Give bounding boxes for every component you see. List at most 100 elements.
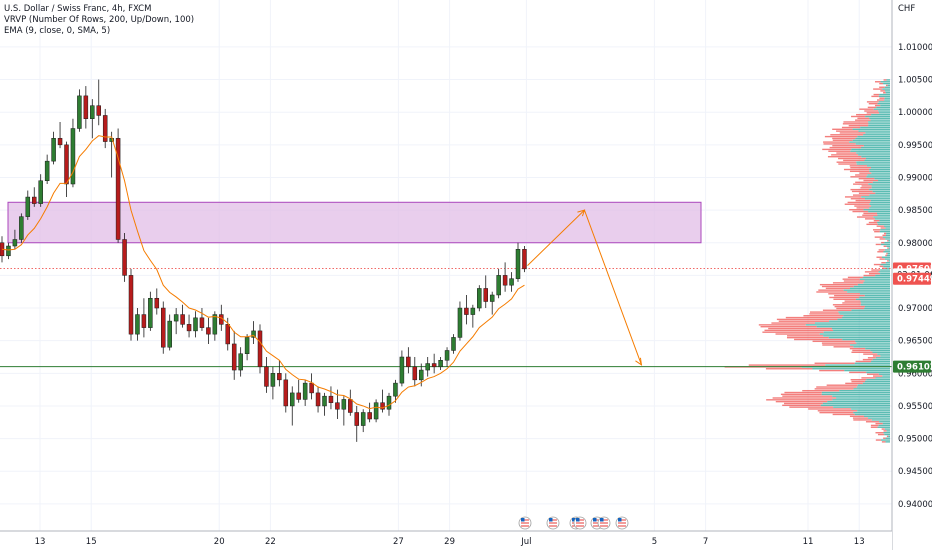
vp-bar-down-104 — [877, 251, 884, 253]
vp-bar-up-188 — [884, 97, 890, 99]
vp-bar-up-106 — [888, 247, 890, 249]
vp-bar-up-31 — [857, 384, 890, 386]
vp-bar-up-163 — [855, 143, 890, 145]
vp-bar-down-0 — [881, 441, 886, 443]
vp-bar-down-145 — [850, 176, 867, 178]
vp-bar-up-46 — [875, 357, 890, 359]
vp-bar-down-106 — [887, 247, 889, 249]
vp-bar-up-193 — [882, 88, 890, 90]
event-flag-icon-5[interactable] — [597, 516, 611, 530]
vp-bar-up-6 — [886, 430, 890, 432]
vp-bar-up-78 — [855, 298, 890, 300]
vp-bar-up-161 — [861, 146, 890, 149]
vp-bar-down-49 — [851, 351, 873, 353]
vp-bar-up-40 — [812, 368, 890, 370]
vp-bar-up-16 — [853, 411, 890, 414]
vp-bar-up-159 — [850, 150, 890, 152]
candle-body-42 — [270, 373, 276, 387]
vp-bar-up-116 — [880, 229, 890, 231]
vp-bar-down-114 — [884, 232, 887, 235]
vp-bar-down-77 — [844, 300, 861, 302]
candle-body-19 — [122, 239, 127, 276]
event-flag-canton-0 — [521, 518, 525, 522]
vp-bar-down-133 — [850, 198, 866, 200]
vp-bar-up-43 — [854, 362, 890, 364]
vp-bar-down-132 — [855, 199, 871, 202]
event-flag-icon-3[interactable] — [573, 516, 587, 530]
candle-body-12 — [77, 95, 82, 129]
vp-bar-down-119 — [866, 223, 878, 226]
candle-body-75 — [483, 288, 488, 302]
vp-bar-down-54 — [821, 342, 857, 344]
vp-bar-up-71 — [838, 311, 890, 313]
vp-bar-up-28 — [839, 389, 890, 392]
vp-bar-up-92 — [880, 272, 890, 275]
vp-bar-up-119 — [877, 223, 890, 226]
event-markers[interactable] — [518, 516, 629, 530]
vp-bar-down-157 — [831, 154, 859, 156]
vp-bar-up-192 — [885, 90, 890, 92]
vp-bar-up-142 — [872, 181, 890, 184]
candle-body-43 — [277, 373, 282, 381]
vp-bar-up-59 — [819, 333, 890, 335]
vp-bar-up-19 — [833, 406, 890, 408]
candle-body-41 — [264, 366, 269, 387]
event-flag-icon-0[interactable] — [518, 516, 532, 530]
candle-body-38 — [244, 337, 250, 354]
time-axis-bg[interactable] — [0, 531, 892, 550]
vp-bar-up-89 — [859, 278, 890, 280]
vp-bar-down-167 — [824, 135, 858, 138]
vp-bar-up-55 — [855, 340, 890, 343]
vp-bar-up-53 — [850, 344, 890, 346]
y-tick-1: 1.00500 — [898, 76, 932, 86]
vp-bar-up-57 — [828, 336, 890, 339]
vp-bar-up-124 — [877, 214, 890, 216]
candle-body-79 — [509, 278, 514, 286]
vp-bar-up-80 — [864, 294, 890, 297]
vrvp-indicator-label[interactable]: VRVP (Number Of Rows, 200, Up/Down, 100) — [4, 15, 195, 25]
vp-bar-up-158 — [856, 152, 890, 154]
vp-bar-down-40 — [765, 368, 813, 370]
vp-bar-up-8 — [877, 426, 890, 428]
vp-bar-up-169 — [865, 132, 890, 134]
candle-body-18 — [115, 138, 121, 240]
vp-bar-down-34 — [850, 379, 867, 381]
vp-bar-up-90 — [863, 276, 890, 279]
vp-bar-down-194 — [879, 86, 885, 88]
vp-bar-down-155 — [838, 157, 866, 160]
vp-bar-down-37 — [866, 373, 879, 375]
vp-bar-up-125 — [877, 212, 890, 215]
support-line[interactable] — [0, 268, 892, 368]
event-flag-icon-6[interactable] — [615, 516, 629, 530]
vp-bar-down-103 — [886, 252, 888, 255]
candle-body-10 — [64, 144, 69, 185]
ema-indicator-label[interactable]: EMA (9, close, 0, SMA, 5) — [4, 26, 111, 36]
vp-bar-up-101 — [881, 256, 890, 258]
vp-bar-up-93 — [878, 271, 890, 273]
vp-bar-up-147 — [871, 172, 890, 174]
vp-bar-down-120 — [868, 221, 878, 224]
vp-bar-down-55 — [812, 340, 856, 343]
candles — [0, 79, 527, 442]
candle-body-5 — [32, 196, 37, 204]
candle-body-29 — [186, 324, 192, 332]
vp-bar-down-117 — [880, 227, 886, 229]
vp-bar-down-83 — [818, 289, 844, 291]
vp-bar-down-189 — [871, 95, 879, 98]
vp-bar-up-39 — [844, 369, 890, 372]
vp-bar-down-177 — [857, 117, 870, 120]
vp-bar-down-152 — [838, 163, 857, 165]
y-tick-13: 0.94500 — [898, 467, 932, 477]
projection-path[interactable] — [527, 209, 643, 366]
resistance-zone[interactable] — [7, 201, 702, 244]
vp-bar-down-156 — [827, 156, 862, 158]
symbol-title[interactable]: U.S. Dollar / Swiss Franc, 4h, FXCM — [4, 4, 152, 14]
event-flag-icon-1[interactable] — [546, 516, 560, 530]
vp-bar-up-12 — [871, 419, 890, 421]
candle-body-36 — [231, 343, 237, 371]
vp-bar-up-94 — [880, 269, 890, 271]
vp-bar-up-191 — [885, 92, 890, 94]
vp-bar-down-24 — [772, 397, 837, 399]
